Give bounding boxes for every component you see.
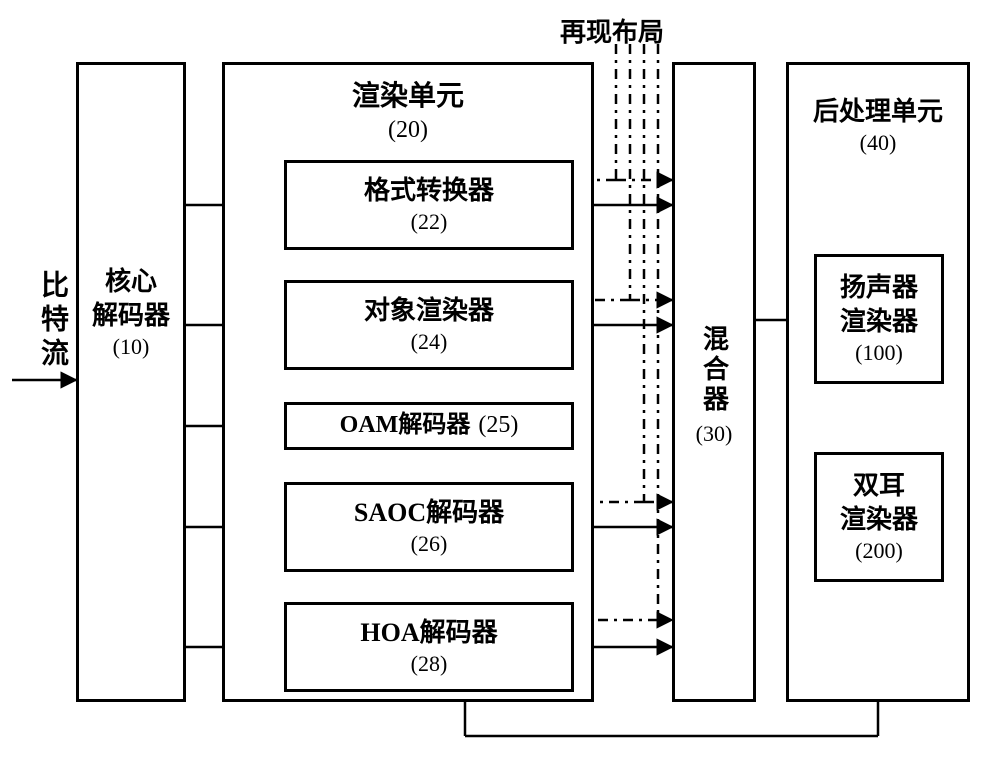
oamDecoder-title: OAM解码器 xyxy=(340,410,471,441)
saocDecoder-num: (26) xyxy=(411,530,448,559)
binRenderer-box: 双耳 渲染器(200) xyxy=(814,452,944,582)
coreDecoder-title: 核心 解码器 xyxy=(92,265,170,333)
postUnit-num: (40) xyxy=(860,129,897,158)
oamDecoder-box: OAM解码器(25) xyxy=(284,402,574,450)
mixer-title: 混合器 xyxy=(696,325,733,415)
renderUnit-num: (20) xyxy=(388,115,428,146)
coreDecoder-num: (10) xyxy=(113,333,150,362)
spkRenderer-title: 扬声器 渲染器 xyxy=(840,271,918,339)
mixer-box: 混合器 (30) xyxy=(672,62,756,702)
mixer-num: (30) xyxy=(696,421,733,447)
binRenderer-num: (200) xyxy=(855,537,903,566)
formatConv-box: 格式转换器(22) xyxy=(284,160,574,250)
saocDecoder-box: SAOC解码器(26) xyxy=(284,482,574,572)
spkRenderer-num: (100) xyxy=(855,339,903,368)
hoaDecoder-box: HOA解码器(28) xyxy=(284,602,574,692)
objRenderer-title: 对象渲染器 xyxy=(364,294,494,328)
binRenderer-title: 双耳 渲染器 xyxy=(840,469,918,537)
formatConv-num: (22) xyxy=(411,208,448,237)
renderUnit-title: 渲染单元 xyxy=(352,79,464,115)
spkRenderer-box: 扬声器 渲染器(100) xyxy=(814,254,944,384)
objRenderer-box: 对象渲染器(24) xyxy=(284,280,574,370)
oamDecoder-num: (25) xyxy=(478,410,518,441)
objRenderer-num: (24) xyxy=(411,328,448,357)
saocDecoder-title: SAOC解码器 xyxy=(354,496,504,530)
postUnit-title: 后处理单元 xyxy=(813,95,943,129)
hoaDecoder-title: HOA解码器 xyxy=(360,616,497,650)
bitstream-label: 比特流 xyxy=(32,270,72,372)
formatConv-title: 格式转换器 xyxy=(364,174,494,208)
coreDecoder-box: 核心 解码器(10) xyxy=(76,62,186,702)
hoaDecoder-num: (28) xyxy=(411,650,448,679)
repro-layout-label: 再现布局 xyxy=(560,12,664,49)
